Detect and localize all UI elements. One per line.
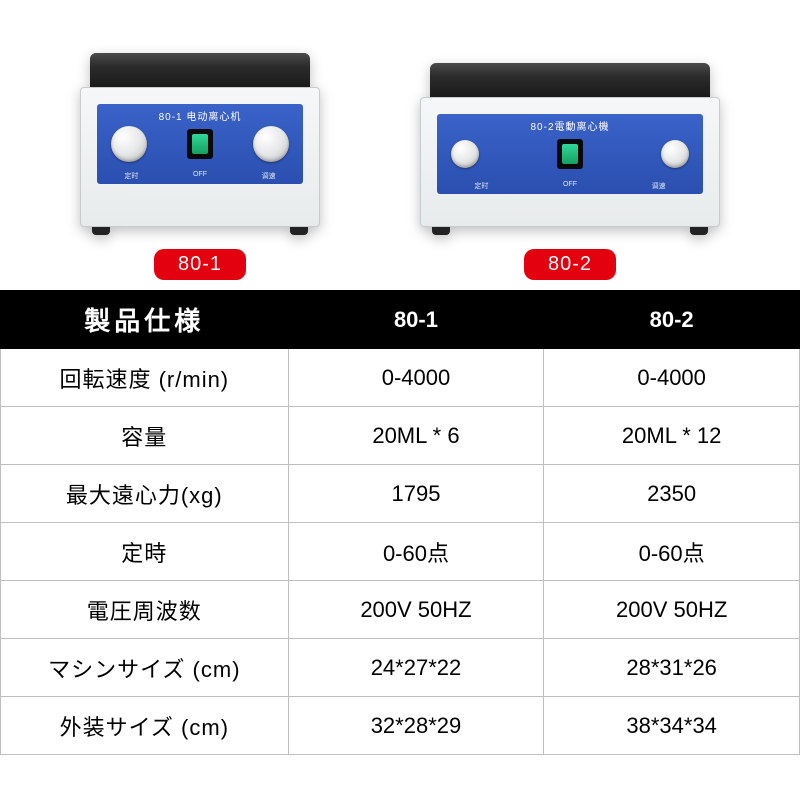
spec-table: 製品仕様 80-1 80-2 回転速度 (r/min)0-40000-4000容… <box>0 290 800 755</box>
spec-cell: 0-4000 <box>288 349 544 407</box>
table-row: 定時0-60点0-60点 <box>1 523 800 581</box>
table-row: 最大遠心力(xg)17952350 <box>1 465 800 523</box>
sublabel-off: OFF <box>563 181 577 191</box>
table-row: 外装サイズ (cm)32*28*2938*34*34 <box>1 697 800 755</box>
model-badge-1: 80-1 <box>154 249 246 280</box>
table-row: 容量20ML * 620ML * 12 <box>1 407 800 465</box>
timer-knob-icon <box>451 140 479 168</box>
table-row: 電圧周波数200V 50HZ200V 50HZ <box>1 581 800 639</box>
panel-sublabels: 定时 OFF 调速 <box>97 171 303 181</box>
speed-knob-icon <box>253 126 289 162</box>
spec-cell: 1795 <box>288 465 544 523</box>
device-body: 80-1 电动离心机 定时 OFF 调速 <box>80 87 320 227</box>
spec-table-body: 回転速度 (r/min)0-40000-4000容量20ML * 620ML *… <box>1 349 800 755</box>
spec-row-label: 電圧周波数 <box>1 581 289 639</box>
device-lid <box>430 63 710 97</box>
spec-cell: 2350 <box>544 465 800 523</box>
table-row: マシンサイズ (cm)24*27*2228*31*26 <box>1 639 800 697</box>
panel-model-text: 80-1 电动离心机 <box>159 108 242 123</box>
spec-row-label: マシンサイズ (cm) <box>1 639 289 697</box>
spec-cell: 200V 50HZ <box>544 581 800 639</box>
spec-cell: 24*27*22 <box>288 639 544 697</box>
sublabel-speed: 调速 <box>652 181 666 191</box>
spec-row-label: 外装サイズ (cm) <box>1 697 289 755</box>
spec-header-col1: 80-1 <box>288 291 544 349</box>
spec-row-label: 容量 <box>1 407 289 465</box>
spec-row-label: 定時 <box>1 523 289 581</box>
spec-cell: 38*34*34 <box>544 697 800 755</box>
sublabel-speed: 调速 <box>262 171 276 181</box>
spec-cell: 0-4000 <box>544 349 800 407</box>
spec-cell: 32*28*29 <box>288 697 544 755</box>
sublabel-off: OFF <box>193 171 207 181</box>
device-80-1: 80-1 电动离心机 定时 OFF 调速 <box>80 53 320 235</box>
product-col-1: 80-1 电动离心机 定时 OFF 调速 <box>80 53 320 280</box>
model-badge-2: 80-2 <box>524 249 616 280</box>
spec-row-label: 最大遠心力(xg) <box>1 465 289 523</box>
spec-header-col2: 80-2 <box>544 291 800 349</box>
spec-cell: 200V 50HZ <box>288 581 544 639</box>
power-switch-icon <box>187 129 213 159</box>
sublabel-timer: 定时 <box>124 171 138 181</box>
spec-cell: 0-60点 <box>288 523 544 581</box>
sublabel-timer: 定时 <box>474 181 488 191</box>
panel-model-text: 80-2電動离心機 <box>530 118 609 133</box>
device-body: 80-2電動离心機 定时 OFF 调速 <box>420 97 720 227</box>
device-control-panel: 80-1 电动离心机 定时 OFF 调速 <box>97 104 303 184</box>
spec-cell: 28*31*26 <box>544 639 800 697</box>
power-switch-icon <box>557 139 583 169</box>
spec-row-label: 回転速度 (r/min) <box>1 349 289 407</box>
speed-knob-icon <box>661 140 689 168</box>
device-lid <box>90 53 310 87</box>
spec-cell: 0-60点 <box>544 523 800 581</box>
product-row: 80-1 电动离心机 定时 OFF 调速 <box>0 0 800 290</box>
device-control-panel: 80-2電動离心機 定时 OFF 调速 <box>437 114 703 194</box>
spec-table-head: 製品仕様 80-1 80-2 <box>1 291 800 349</box>
timer-knob-icon <box>111 126 147 162</box>
spec-cell: 20ML * 12 <box>544 407 800 465</box>
device-80-2: 80-2電動离心機 定时 OFF 调速 <box>420 63 720 235</box>
spec-cell: 20ML * 6 <box>288 407 544 465</box>
page: 80-1 电动离心机 定时 OFF 调速 <box>0 0 800 800</box>
panel-sublabels: 定时 OFF 调速 <box>437 181 703 191</box>
spec-header-label: 製品仕様 <box>1 291 289 349</box>
product-col-2: 80-2電動离心機 定时 OFF 调速 <box>420 63 720 280</box>
table-row: 回転速度 (r/min)0-40000-4000 <box>1 349 800 407</box>
